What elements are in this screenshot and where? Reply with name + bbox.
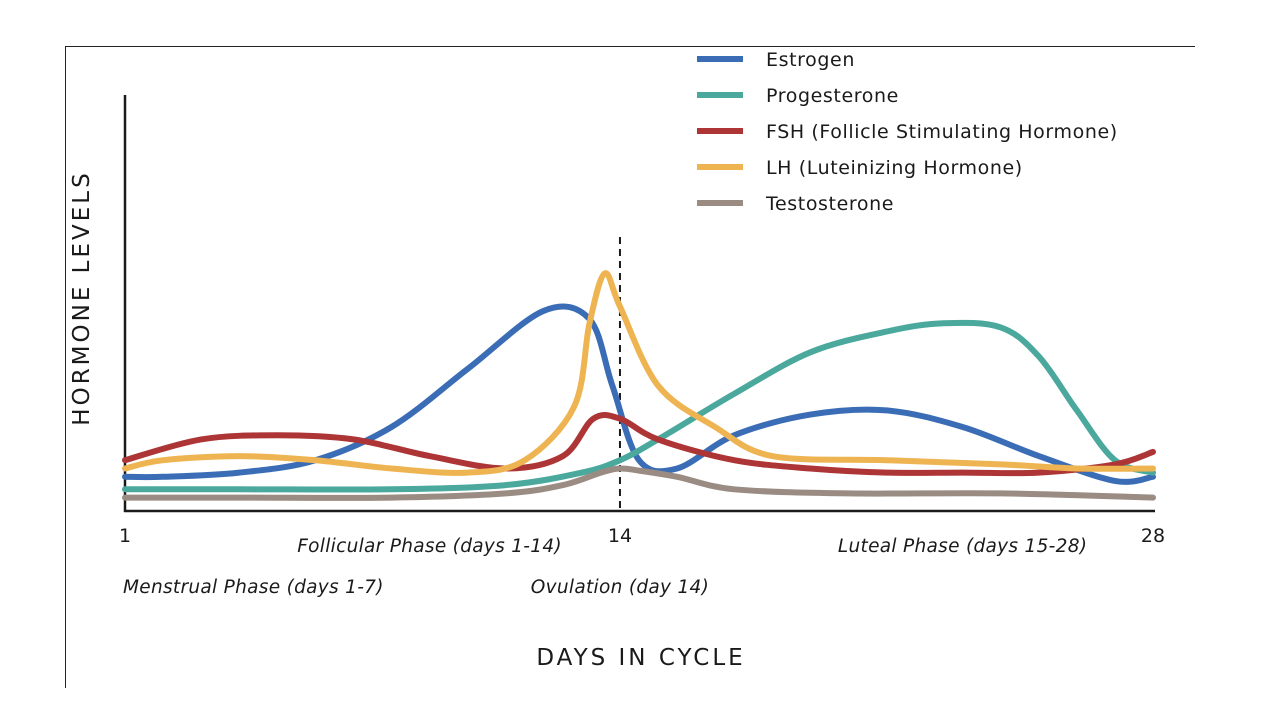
legend-label-estrogen: Estrogen bbox=[766, 49, 855, 71]
x-ticks: 1 14 28 bbox=[119, 525, 1165, 547]
phase-label-menstrual-phase-days-1-7: Menstrual Phase (days 1-7) bbox=[123, 577, 384, 598]
phase-label-ovulation-day-14: Ovulation (day 14) bbox=[531, 577, 709, 598]
legend-label-lh-luteinizing-hormone: LH (Luteinizing Hormone) bbox=[766, 157, 1023, 179]
x-tick-label-14: 14 bbox=[608, 525, 632, 547]
x-tick-label-28: 28 bbox=[1141, 525, 1165, 547]
x-axis-label: DAYS IN CYCLE bbox=[536, 645, 745, 671]
series-line-lh-luteinizing-hormone bbox=[122, 270, 1156, 476]
legend-label-testosterone: Testosterone bbox=[765, 193, 894, 215]
phase-label-luteal-phase-days-15-28: Luteal Phase (days 15-28) bbox=[838, 536, 1087, 557]
legend-label-fsh-follicle-stimulating-hormone: FSH (Follicle Stimulating Hormone) bbox=[766, 121, 1118, 143]
frame-left-border bbox=[65, 46, 66, 688]
series-layer bbox=[122, 270, 1156, 501]
legend-label-progesterone: Progesterone bbox=[766, 85, 899, 107]
axes bbox=[123, 95, 1155, 513]
y-axis-label: HORMONE LEVELS bbox=[69, 170, 95, 425]
series-line-testosterone bbox=[122, 465, 1156, 501]
legend: Estrogen Progesterone FSH (Follicle Stimul… bbox=[697, 49, 1118, 215]
series-line-progesterone bbox=[122, 319, 1156, 493]
x-tick-label-1: 1 bbox=[119, 525, 131, 547]
frame-top-border bbox=[65, 46, 1195, 47]
series-line-fsh-follicle-stimulating-hormone bbox=[122, 412, 1156, 477]
phase-annotations: Follicular Phase (days 1-14) Luteal Phase… bbox=[123, 536, 1087, 598]
phase-label-follicular-phase-days-1-14: Follicular Phase (days 1-14) bbox=[297, 536, 562, 557]
